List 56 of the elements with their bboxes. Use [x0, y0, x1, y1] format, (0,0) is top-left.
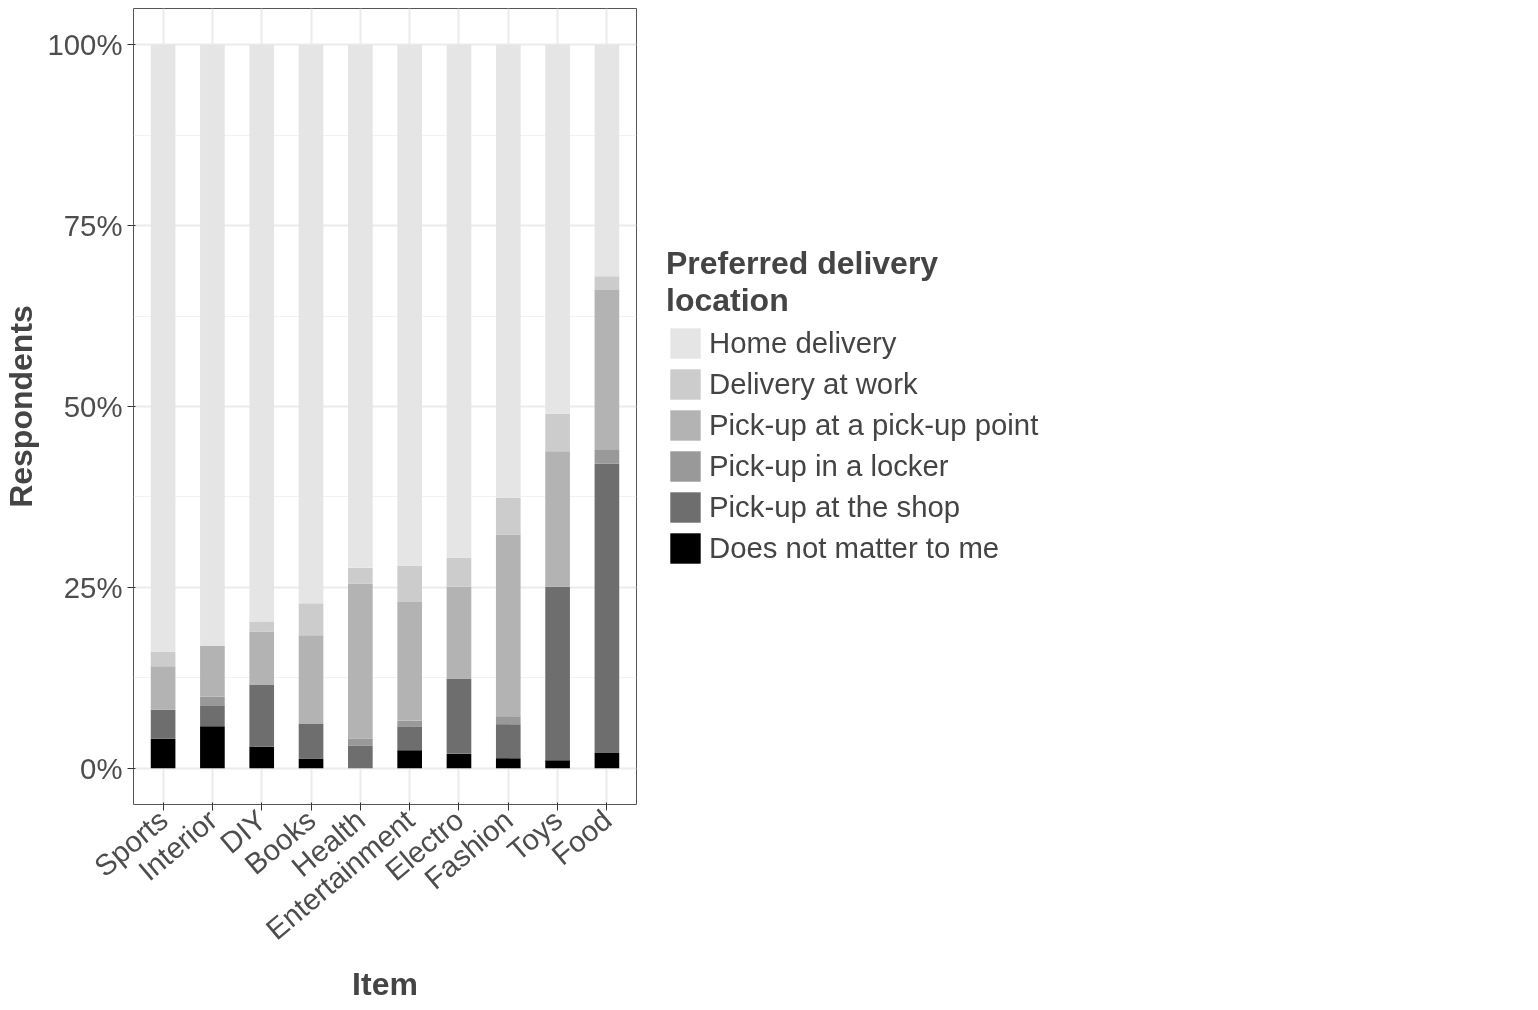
bar: [446, 557, 472, 587]
x-axis-title: Item: [352, 966, 418, 1003]
bar: [348, 745, 373, 769]
bar: [446, 753, 472, 769]
bar: [545, 451, 570, 587]
y-tick-label: 100%: [47, 28, 123, 62]
bar: [495, 497, 521, 535]
bar: [545, 760, 570, 769]
bar: [495, 724, 521, 759]
bar: [249, 684, 275, 747]
legend-title: Preferred delivery location: [666, 245, 940, 319]
bar: [495, 534, 521, 717]
bar: [594, 289, 620, 450]
bar: [298, 603, 324, 636]
bar: [594, 463, 620, 754]
y-tick-label: 25%: [63, 570, 123, 604]
bar: [348, 583, 373, 739]
bar: [446, 678, 472, 754]
bar: [545, 586, 570, 761]
bar: [298, 635, 324, 724]
bar: [200, 696, 225, 707]
bar: [200, 726, 225, 769]
bar: [397, 726, 422, 751]
bar: [495, 758, 521, 769]
bar: [150, 709, 176, 739]
y-axis-title: Respondents: [3, 305, 40, 508]
legend-label: Pick-up in a locker: [709, 448, 949, 484]
bar: [249, 621, 275, 632]
bar: [397, 750, 422, 769]
legend-label: Pick-up at the shop: [709, 489, 961, 525]
bar: [397, 601, 422, 721]
bar: [150, 651, 176, 667]
bar: [298, 723, 324, 759]
bar: [545, 413, 570, 452]
y-tick-label: 0%: [80, 751, 123, 785]
bar: [150, 738, 176, 769]
bar: [594, 276, 620, 290]
bar: [249, 631, 275, 685]
y-tick-label: 50%: [63, 390, 123, 423]
bar: [594, 753, 620, 769]
bar: [348, 567, 373, 584]
bar: [200, 706, 225, 727]
y-tick-label: 75%: [63, 209, 123, 243]
legend-label: Pick-up at a pick-up point: [709, 407, 1039, 443]
bar: [495, 716, 521, 725]
bar: [298, 758, 324, 769]
bar: [249, 746, 275, 769]
bar: [348, 738, 373, 746]
bar: [446, 586, 472, 679]
legend-label: Does not matter to me: [709, 530, 1000, 566]
bar: [200, 646, 225, 697]
bar: [150, 666, 176, 710]
legend-label: Home delivery: [709, 325, 897, 361]
bar: [397, 565, 422, 602]
bar: [594, 449, 620, 464]
legend-label: Delivery at work: [709, 366, 918, 402]
